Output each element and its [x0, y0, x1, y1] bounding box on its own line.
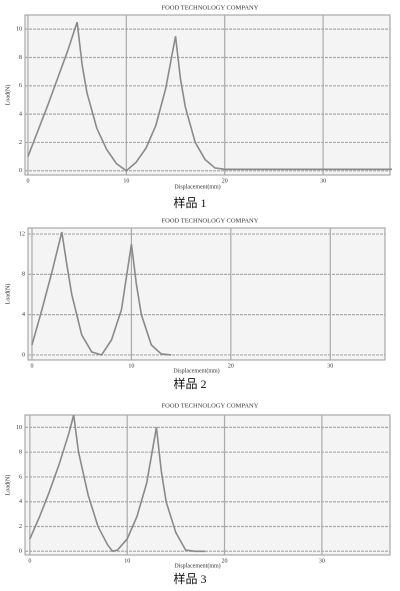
plot-area: [24, 414, 391, 556]
y-tick-label: 6: [19, 474, 22, 480]
y-tick-label: 2: [19, 524, 22, 530]
y-tick-label: 10: [16, 425, 22, 431]
x-tick-label: 0: [30, 363, 33, 369]
plot-area: [27, 227, 386, 361]
x-tick-label: 10: [124, 558, 130, 564]
x-tick-label: 30: [319, 558, 325, 564]
y-tick-label: 0: [19, 168, 22, 174]
x-tick-label: 0: [28, 558, 31, 564]
chart-title: FOOD TECHNOLOGY COMPANY: [162, 402, 259, 409]
y-axis-label: Load(N): [4, 85, 11, 106]
y-tick-label: 2: [19, 140, 22, 146]
y-tick-label: 10: [16, 27, 22, 33]
y-tick-label: 4: [22, 312, 25, 318]
chart-title: FOOD TECHNOLOGY COMPANY: [162, 4, 259, 11]
x-axis-label: Displacement(mm): [174, 183, 220, 190]
y-tick-label: 4: [19, 111, 22, 117]
x-tick-label: 0: [26, 178, 29, 184]
caption: 样品 3: [173, 571, 206, 586]
y-axis-label: Load(N): [4, 284, 11, 305]
plot-area: [24, 14, 391, 176]
chart-title: FOOD TECHNOLOGY COMPANY: [162, 217, 259, 224]
load-curve: [31, 231, 172, 356]
caption: 样品 1: [173, 195, 206, 210]
x-tick-label: 30: [320, 178, 326, 184]
x-axis-label: Displacement(mm): [173, 367, 219, 374]
y-tick-label: 0: [22, 352, 25, 358]
x-tick-label: 20: [222, 178, 228, 184]
x-tick-label: 20: [222, 558, 228, 564]
x-axis-label: Displacement(mm): [174, 562, 220, 569]
x-tick-label: 20: [228, 363, 234, 369]
y-tick-label: 4: [19, 499, 22, 505]
y-tick-label: 8: [19, 450, 22, 456]
load-curve: [29, 414, 206, 553]
x-tick-label: 10: [128, 363, 134, 369]
y-tick-label: 0: [19, 549, 22, 555]
x-tick-label: 30: [327, 363, 333, 369]
y-tick-label: 6: [19, 83, 22, 89]
y-tick-label: 8: [19, 55, 22, 61]
y-tick-label: 12: [19, 231, 25, 237]
x-tick-label: 10: [123, 178, 129, 184]
caption: 样品 2: [173, 376, 206, 391]
load-curve: [27, 21, 392, 172]
y-axis-label: Load(N): [4, 475, 11, 496]
y-tick-label: 8: [22, 272, 25, 278]
